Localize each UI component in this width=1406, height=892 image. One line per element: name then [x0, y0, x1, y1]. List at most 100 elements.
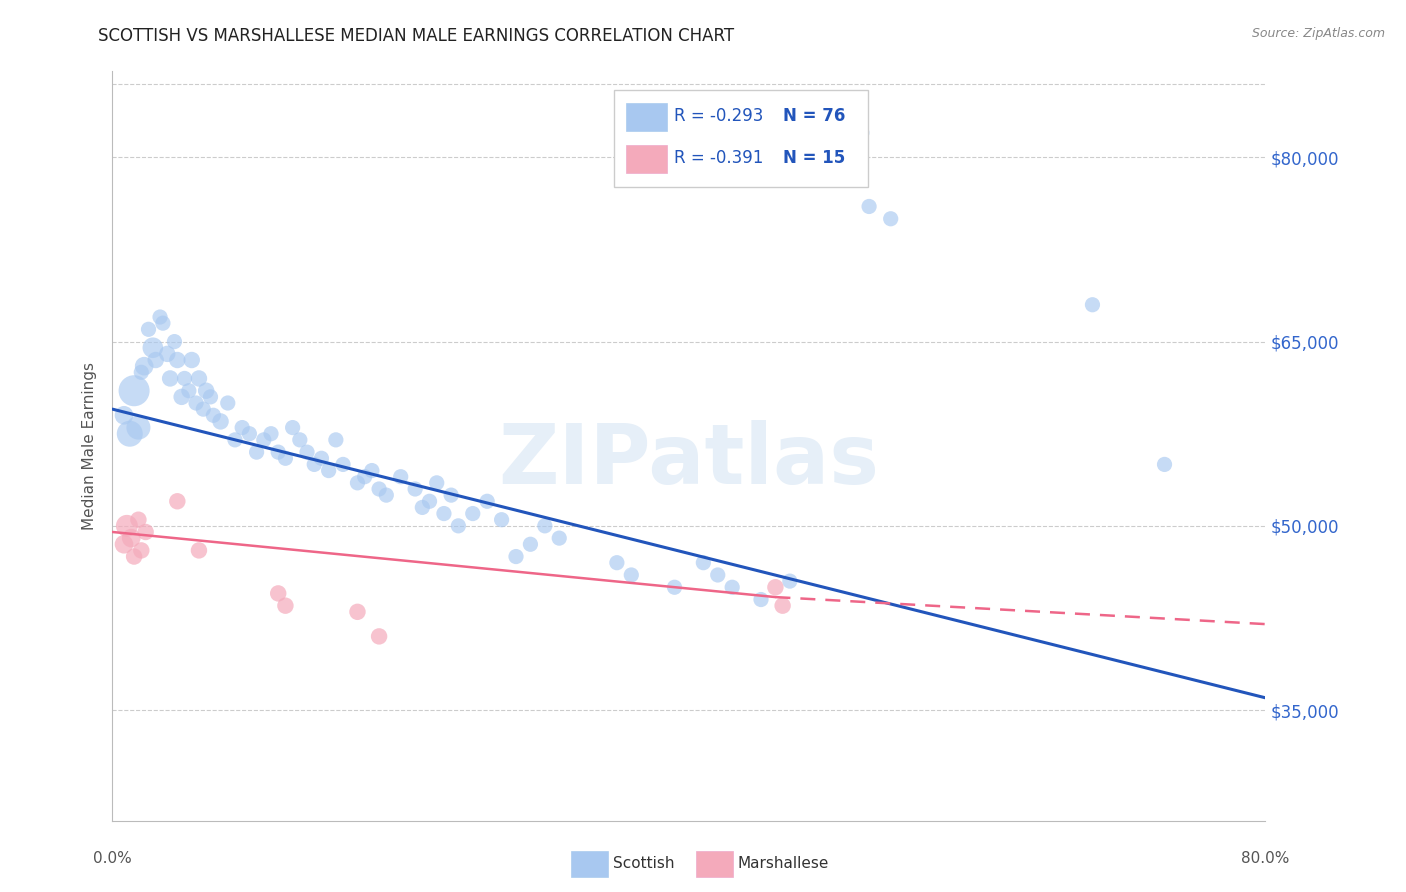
Text: Source: ZipAtlas.com: Source: ZipAtlas.com — [1251, 27, 1385, 40]
Point — [304, 458, 326, 472]
Point — [152, 316, 174, 330]
Point — [200, 390, 222, 404]
Point — [122, 384, 145, 398]
Point — [353, 469, 375, 483]
Point — [447, 519, 470, 533]
Point — [118, 426, 141, 441]
Point — [142, 341, 165, 355]
Point — [127, 420, 149, 434]
Point — [170, 390, 193, 404]
Point — [184, 396, 207, 410]
Point — [534, 519, 557, 533]
Point — [707, 568, 730, 582]
Point — [281, 420, 304, 434]
Point — [193, 402, 215, 417]
Point — [127, 513, 149, 527]
Point — [426, 475, 449, 490]
Point — [267, 586, 290, 600]
Point — [664, 580, 686, 594]
Point — [491, 513, 513, 527]
Text: N = 76: N = 76 — [783, 107, 846, 125]
Point — [231, 420, 253, 434]
Point — [368, 482, 391, 496]
Point — [1081, 298, 1104, 312]
Point — [274, 451, 297, 466]
Point — [295, 445, 318, 459]
Point — [166, 494, 188, 508]
Point — [433, 507, 456, 521]
Point — [440, 488, 463, 502]
Point — [419, 494, 441, 508]
Point — [138, 322, 160, 336]
Point — [129, 365, 153, 379]
Text: SCOTTISH VS MARSHALLESE MEDIAN MALE EARNINGS CORRELATION CHART: SCOTTISH VS MARSHALLESE MEDIAN MALE EARN… — [98, 27, 734, 45]
Point — [156, 347, 179, 361]
Point — [461, 507, 484, 521]
Point — [606, 556, 628, 570]
Point — [779, 574, 801, 588]
Point — [332, 458, 354, 472]
Point — [195, 384, 218, 398]
Point — [389, 469, 412, 483]
Point — [173, 371, 195, 385]
Point — [274, 599, 297, 613]
FancyBboxPatch shape — [614, 90, 868, 187]
Point — [177, 384, 200, 398]
Point — [765, 580, 787, 594]
Point — [404, 482, 426, 496]
Point — [772, 599, 794, 613]
Point — [749, 592, 772, 607]
Point — [260, 426, 283, 441]
FancyBboxPatch shape — [696, 851, 733, 877]
Point — [346, 605, 368, 619]
Text: ZIPatlas: ZIPatlas — [499, 420, 879, 501]
Text: R = -0.293: R = -0.293 — [673, 107, 763, 125]
Point — [368, 629, 391, 643]
Point — [858, 199, 880, 213]
Point — [325, 433, 347, 447]
Point — [721, 580, 744, 594]
Point — [1153, 458, 1175, 472]
Point — [112, 409, 135, 423]
Point — [217, 396, 239, 410]
Point — [129, 543, 153, 558]
FancyBboxPatch shape — [626, 103, 666, 130]
FancyBboxPatch shape — [626, 145, 666, 172]
Point — [224, 433, 246, 447]
Point — [149, 310, 172, 324]
Point — [202, 409, 225, 423]
Point — [135, 524, 157, 539]
Point — [209, 414, 232, 428]
Point — [620, 568, 643, 582]
Point — [519, 537, 541, 551]
Point — [548, 531, 571, 545]
Point — [267, 445, 290, 459]
Point — [288, 433, 311, 447]
Point — [851, 126, 873, 140]
Point — [375, 488, 398, 502]
Point — [115, 519, 138, 533]
Point — [505, 549, 527, 564]
Point — [122, 549, 145, 564]
Text: N = 15: N = 15 — [783, 149, 846, 168]
Point — [692, 556, 714, 570]
Point — [246, 445, 269, 459]
Point — [145, 353, 167, 368]
Point — [188, 371, 211, 385]
Point — [238, 426, 260, 441]
Point — [134, 359, 156, 373]
Text: 0.0%: 0.0% — [93, 851, 132, 866]
Point — [253, 433, 276, 447]
Point — [180, 353, 202, 368]
Text: R = -0.391: R = -0.391 — [673, 149, 763, 168]
Point — [159, 371, 181, 385]
Point — [112, 537, 135, 551]
Y-axis label: Median Male Earnings: Median Male Earnings — [82, 362, 97, 530]
Text: Marshallese: Marshallese — [737, 855, 828, 871]
Text: Scottish: Scottish — [613, 855, 675, 871]
Point — [411, 500, 433, 515]
Point — [880, 211, 903, 226]
Point — [120, 531, 142, 545]
Point — [475, 494, 499, 508]
Point — [166, 353, 188, 368]
